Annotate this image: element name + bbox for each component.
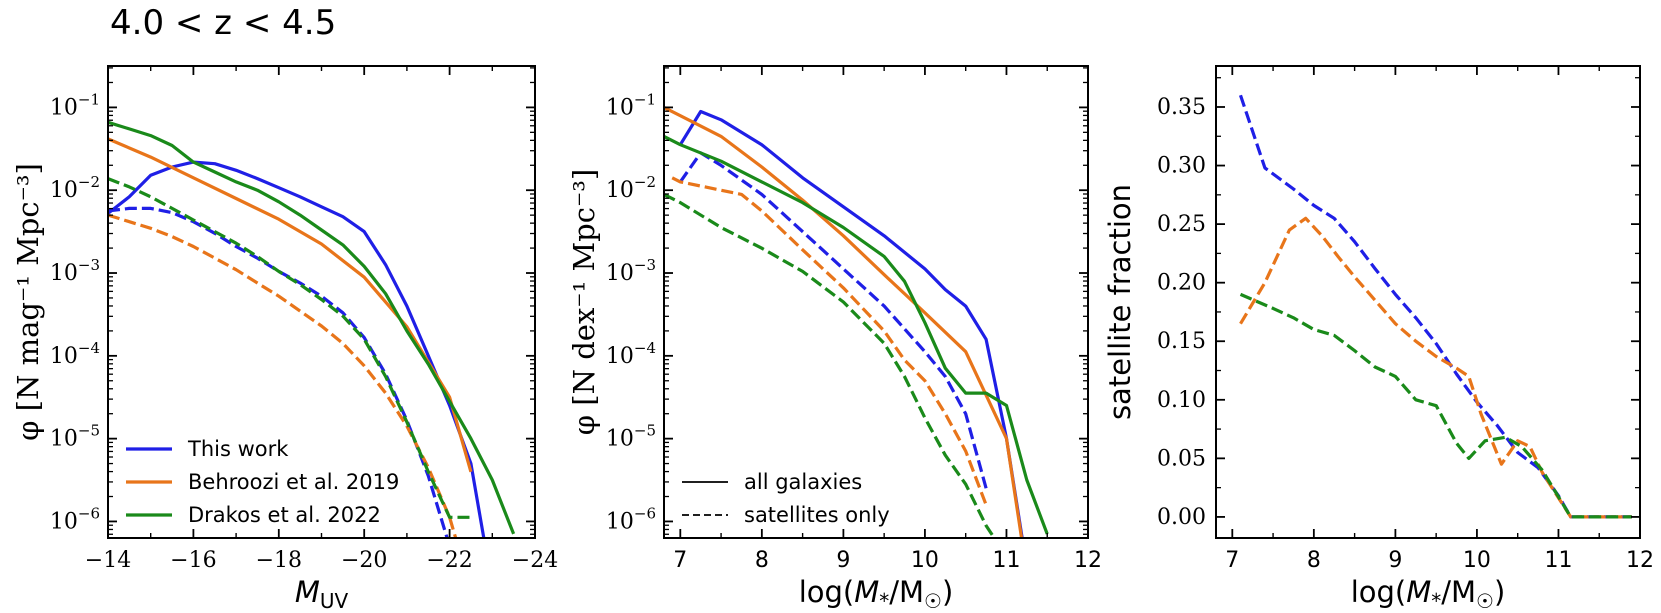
series-line-drakos-solid xyxy=(664,134,1049,535)
plot-frame xyxy=(663,65,1089,539)
x-tick-label: 11 xyxy=(992,548,1020,573)
y-tick-label: 10−3 xyxy=(50,256,100,286)
y-tick-label: 0.35 xyxy=(1157,95,1206,120)
y-tick-label: 10−2 xyxy=(606,173,656,203)
y-tick-label: 0.00 xyxy=(1157,505,1206,530)
series-line-drakos-solid xyxy=(108,120,516,535)
series-line-behroozi-solid xyxy=(108,137,473,473)
x-tick-label: 10 xyxy=(911,548,939,573)
x-tick-label: 7 xyxy=(673,548,687,573)
y-tick-label: 10−6 xyxy=(606,504,656,534)
x-tick-label: −14 xyxy=(85,548,131,573)
y-tick-label: 0.10 xyxy=(1157,388,1206,413)
y-tick-label: 0.05 xyxy=(1157,446,1206,471)
x-tick-label: −20 xyxy=(341,548,387,573)
y-tick-label: 0.25 xyxy=(1157,212,1206,237)
x-tick-label: 12 xyxy=(1626,548,1654,573)
panel-satfrac: 7 8 9 10 11 12 0.00 0.05 0.10 0.15 0.20 0.25 0.30 0.3… xyxy=(1103,65,1654,613)
y-tick-label: 10−6 xyxy=(50,504,100,534)
x-axis-label: log(M*/M☉) xyxy=(1351,575,1506,613)
legend-label: all galaxies xyxy=(744,470,862,494)
y-tick-label: 10−4 xyxy=(50,339,100,369)
x-tick-label: 8 xyxy=(1307,548,1321,573)
series-group xyxy=(664,105,1049,538)
series-line-this_work-dashed xyxy=(678,151,988,489)
figure-title: 4.0 < z < 4.5 xyxy=(110,3,336,43)
series-line-drakos-dashed xyxy=(664,192,996,538)
x-tick-label: 11 xyxy=(1544,548,1572,573)
y-tick-label: 10−1 xyxy=(606,90,656,120)
y-tick-label: 10−4 xyxy=(606,339,656,369)
series-group xyxy=(108,120,516,538)
y-axis-label: satellite fraction xyxy=(1103,184,1137,420)
series-line-this_work-dashed xyxy=(108,206,449,538)
legend: This work Behroozi et al. 2019 Drakos et a… xyxy=(126,437,399,527)
x-tick-label: −22 xyxy=(426,548,472,573)
legend-label: Drakos et al. 2022 xyxy=(188,503,381,527)
x-tick-label: 7 xyxy=(1225,548,1239,573)
x-tick-label: −16 xyxy=(170,548,216,573)
series-line-drakos-dashed xyxy=(108,177,471,519)
x-tick-label: 12 xyxy=(1074,548,1102,573)
y-tick-label: 0.20 xyxy=(1157,271,1206,296)
series-line-drakos-dashed xyxy=(1239,292,1632,519)
x-tick-label: 8 xyxy=(755,548,769,573)
x-tick-label: 10 xyxy=(1463,548,1491,573)
legend-label: Behroozi et al. 2019 xyxy=(188,470,399,494)
y-tick-label: 10−1 xyxy=(50,90,100,120)
legend: all galaxies satellites only xyxy=(682,470,890,527)
y-tick-label: 10−3 xyxy=(606,256,656,286)
x-tick-label: −24 xyxy=(512,548,558,573)
y-tick-label: 0.15 xyxy=(1157,329,1206,354)
x-tick-label: 9 xyxy=(1388,548,1402,573)
y-tick-label: 10−2 xyxy=(50,173,100,203)
y-axis-label: φ [N dex⁻¹ Mpc⁻³] xyxy=(567,169,601,435)
legend-label: satellites only xyxy=(744,503,890,527)
x-tick-label: −18 xyxy=(256,548,302,573)
x-axis-label: MUV xyxy=(295,575,349,613)
series-line-this_work-solid xyxy=(678,109,1024,538)
series-group xyxy=(1238,94,1632,519)
y-tick-label: 0.30 xyxy=(1157,154,1206,179)
series-line-this_work-dashed xyxy=(1238,94,1632,519)
panel-uvlf: −14 −16 −18 −20 −22 −24 10−6 10−5 10−4 10−3 10−2 10… xyxy=(11,65,558,613)
series-line-behroozi-dashed xyxy=(671,176,988,506)
y-axis-label: φ [N mag⁻¹ Mpc⁻³] xyxy=(11,163,45,441)
series-line-behroozi-dashed xyxy=(1239,216,1632,519)
x-tick-label: 9 xyxy=(836,548,850,573)
y-tick-label: 10−5 xyxy=(50,422,100,452)
series-line-behroozi-solid xyxy=(664,105,1024,538)
panels: −14 −16 −18 −20 −22 −24 10−6 10−5 10−4 10−3 10−2 10… xyxy=(11,65,1654,613)
plot-frame xyxy=(1215,65,1641,539)
series-line-behroozi-dashed xyxy=(108,213,458,538)
x-axis-label: log(M*/M☉) xyxy=(799,575,954,613)
panel-smf: 7 8 9 10 11 12 10−6 10−5 10−4 10−3 10−2 10−1 log(M*/… xyxy=(567,65,1102,613)
legend-label: This work xyxy=(187,437,289,461)
y-tick-label: 10−5 xyxy=(606,422,656,452)
